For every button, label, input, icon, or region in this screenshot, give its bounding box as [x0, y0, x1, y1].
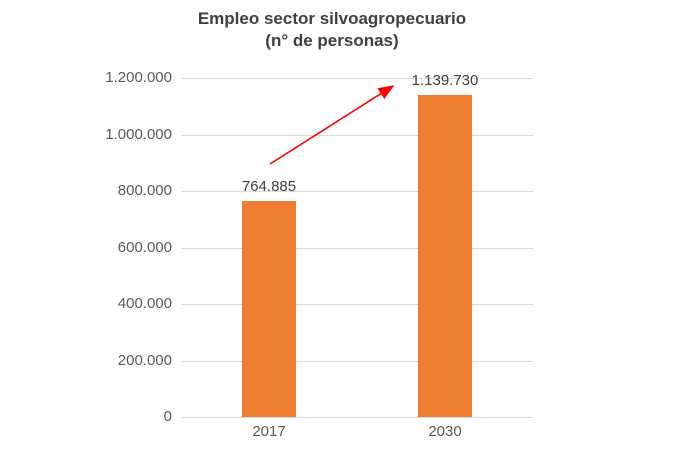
gridline-200.000 [181, 360, 533, 362]
gridline-0 [181, 417, 533, 418]
y-tick-label-400.000: 400.000 [117, 295, 172, 312]
data-label-2030: 1.139.730 [411, 72, 479, 90]
gridline-600.000 [181, 247, 533, 249]
x-tick-label-2030: 2030 [428, 423, 462, 440]
y-tick-label-600.000: 600.000 [117, 238, 172, 256]
gridline-1.200.000 [181, 78, 533, 79]
gridline-1.000.000 [181, 134, 533, 136]
y-tick-label-1.000.000: 1.000.000 [105, 125, 172, 143]
gridline-800.000 [181, 191, 533, 192]
x-tick-label-2017: 2017 [252, 423, 286, 440]
data-label-2017: 764.885 [241, 177, 297, 195]
gridline-400.000 [181, 304, 533, 305]
y-tick-label-200.000: 200.000 [117, 351, 172, 369]
bar-2017 [242, 200, 296, 417]
chart-title-line1: Empleo sector silvoagropecuario [197, 9, 467, 28]
chart-title-line2: (n° de personas) [265, 31, 399, 50]
chart-title: Empleo sector silvoagropecuario (n° de p… [0, 8, 664, 52]
y-tick-label-800.000: 800.000 [117, 182, 172, 199]
y-tick-label-1.200.000: 1.200.000 [105, 69, 172, 86]
plot-area [181, 78, 533, 418]
y-tick-label-0: 0 [163, 408, 172, 425]
bar-2030 [418, 95, 472, 417]
